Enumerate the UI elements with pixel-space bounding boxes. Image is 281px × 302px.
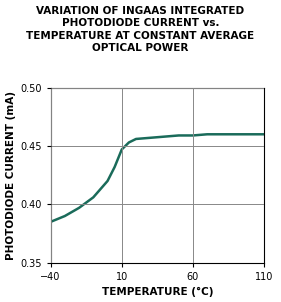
Y-axis label: PHOTODIODE CURRENT (mA): PHOTODIODE CURRENT (mA): [6, 91, 16, 260]
X-axis label: TEMPERATURE (°C): TEMPERATURE (°C): [102, 287, 213, 297]
Text: VARIATION OF INGAAS INTEGRATED
PHOTODIODE CURRENT vs.
TEMPERATURE AT CONSTANT AV: VARIATION OF INGAAS INTEGRATED PHOTODIOD…: [26, 6, 255, 53]
